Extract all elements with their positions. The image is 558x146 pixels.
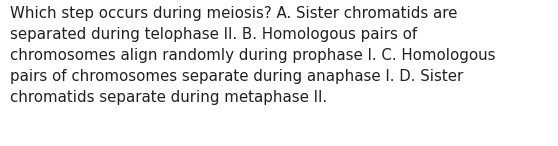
Text: Which step occurs during meiosis? A. Sister chromatids are
separated during telo: Which step occurs during meiosis? A. Sis… bbox=[10, 6, 496, 105]
